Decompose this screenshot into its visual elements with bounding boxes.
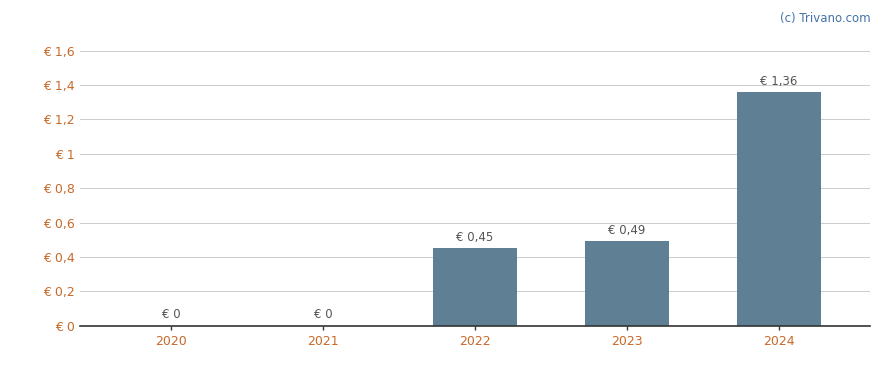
Text: € 0,49: € 0,49 <box>608 224 646 237</box>
Bar <box>433 248 517 326</box>
Text: € 1,36: € 1,36 <box>760 75 797 88</box>
Text: € 0: € 0 <box>313 308 332 321</box>
Bar <box>737 92 821 326</box>
Text: € 0: € 0 <box>162 308 180 321</box>
Text: € 0,45: € 0,45 <box>456 231 494 244</box>
Bar <box>585 241 669 326</box>
Text: (c) Trivano.com: (c) Trivano.com <box>780 13 870 26</box>
